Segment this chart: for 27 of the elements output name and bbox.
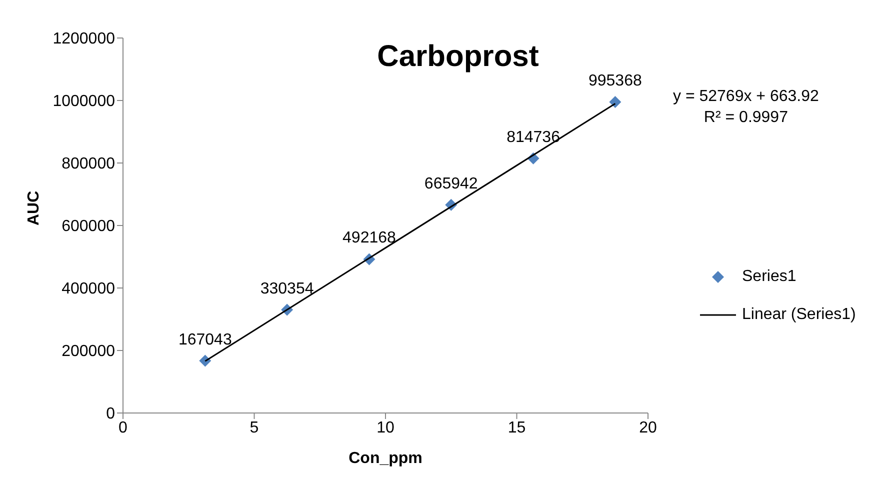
- data-label: 995368: [588, 72, 642, 90]
- data-label: 330354: [260, 280, 314, 298]
- chart-title: Carboprost: [377, 40, 539, 74]
- x-tick-label: 0: [118, 419, 128, 436]
- x-tick-label: 10: [376, 419, 394, 436]
- y-axis-title: AUC: [26, 190, 43, 226]
- text: R² = 0.9997: [702, 108, 789, 128]
- y-tick-label: 600000: [62, 218, 116, 236]
- y-tick-label: 1000000: [52, 93, 116, 110]
- data-label: 814736: [506, 128, 560, 146]
- y-tick-label: 200000: [62, 343, 116, 360]
- y-tick-label: 800000: [62, 156, 116, 173]
- y-tick-label: 400000: [62, 280, 116, 298]
- point: [609, 96, 622, 108]
- y-tick-label: 0: [106, 406, 116, 423]
- x-tick-label: 5: [250, 419, 259, 436]
- legend-label: Linear (Series1): [742, 306, 856, 324]
- x-axis-title: Con_ppm: [348, 450, 422, 467]
- y-tick-label: 1200000: [52, 30, 116, 48]
- text: y = 52769x + 663.92: [673, 87, 819, 107]
- data-label: 167043: [178, 331, 232, 348]
- data-label: 492168: [342, 230, 396, 247]
- data-label: 665942: [424, 175, 478, 192]
- point: [199, 354, 212, 367]
- legend-label: Series1: [742, 268, 796, 286]
- x-tick-label: 20: [639, 419, 657, 436]
- x-tick-label: 15: [508, 419, 526, 436]
